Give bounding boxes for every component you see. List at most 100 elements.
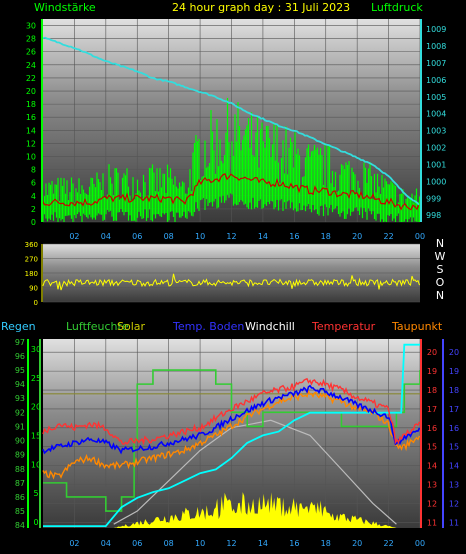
middle-tick-label: 360 xyxy=(25,241,38,249)
bottom-x-tick-label: 14 xyxy=(258,539,268,548)
humidity-tick-label: 88 xyxy=(15,465,25,474)
humidity-tick-label: 84 xyxy=(15,521,25,530)
temperature-tick-label: 18 xyxy=(427,386,437,395)
compass-letter: S xyxy=(437,263,444,276)
humidity-tick-label: 97 xyxy=(15,338,25,347)
legend-soil-temp: Temp. Boden xyxy=(172,320,244,333)
compass-letter: N xyxy=(436,237,444,250)
temperature-tick-label: 12 xyxy=(427,499,437,508)
compass-letter: O xyxy=(436,276,445,289)
bottom-x-tick-label: 16 xyxy=(289,539,299,548)
blue-axis-tick-label: 12 xyxy=(449,499,459,508)
humidity-tick-label: 96 xyxy=(15,352,25,361)
rain-tick-label: 0 xyxy=(33,518,38,527)
rain-tick-label: 20 xyxy=(31,403,41,412)
compass-letter: N xyxy=(436,289,444,302)
top-left-tick-label: 0 xyxy=(31,218,36,227)
humidity-tick-label: 93 xyxy=(15,394,25,403)
top-left-tick-label: 28 xyxy=(26,35,36,44)
top-right-tick-label: 1003 xyxy=(426,127,446,136)
top-x-tick-label: 06 xyxy=(132,232,142,241)
temperature-tick-label: 17 xyxy=(427,405,437,414)
right-axis-title-pressure: Luftdruck xyxy=(371,1,423,14)
blue-axis-tick-label: 15 xyxy=(449,443,459,452)
temperature-tick-label: 14 xyxy=(427,462,437,471)
top-left-tick-label: 18 xyxy=(26,100,36,109)
legend-temperature: Temperatur xyxy=(311,320,376,333)
middle-tick-label: 0 xyxy=(34,299,38,307)
rain-tick-label: 10 xyxy=(31,460,41,469)
bottom-x-tick-label: 22 xyxy=(383,539,393,548)
blue-axis-tick-label: 19 xyxy=(449,367,459,376)
chart-marks xyxy=(42,36,421,528)
top-x-tick-label: 12 xyxy=(226,232,236,241)
legend-dewpoint: Taupunkt xyxy=(391,320,443,333)
wind-direction-line xyxy=(42,273,420,291)
temperature-line xyxy=(42,377,421,446)
bottom-x-tick-label: 12 xyxy=(226,539,236,548)
blue-axis-tick-label: 14 xyxy=(449,462,459,471)
top-x-tick-label: 16 xyxy=(289,232,299,241)
top-x-tick-label: 14 xyxy=(258,232,268,241)
top-right-tick-label: 998 xyxy=(426,211,441,220)
middle-tick-label: 270 xyxy=(25,256,38,264)
wind-average-line xyxy=(42,172,420,211)
blue-axis-tick-label: 16 xyxy=(449,424,459,433)
humidity-tick-label: 90 xyxy=(15,437,25,446)
legend-windchill: Windchill xyxy=(245,320,295,333)
top-right-tick-label: 1005 xyxy=(426,93,446,102)
humidity-tick-label: 85 xyxy=(15,507,25,516)
top-left-tick-label: 16 xyxy=(26,113,36,122)
temperature-tick-label: 13 xyxy=(427,481,437,490)
humidity-tick-label: 87 xyxy=(15,479,25,488)
top-x-tick-label: 10 xyxy=(195,232,205,241)
legend-rain: Regen xyxy=(1,320,36,333)
top-left-tick-label: 26 xyxy=(26,48,36,57)
temperature-tick-label: 19 xyxy=(427,367,437,376)
bottom-x-tick-label: 18 xyxy=(321,539,331,548)
middle-tick-label: 90 xyxy=(29,285,38,293)
humidity-tick-label: 89 xyxy=(15,451,25,460)
top-left-tick-label: 2 xyxy=(31,205,36,214)
chart-title: 24 hour graph day : 31 Juli 2023 xyxy=(172,1,350,14)
middle-tick-label: 180 xyxy=(25,270,38,278)
bottom-x-tick-label: 20 xyxy=(352,539,362,548)
soil-temperature-line xyxy=(43,343,420,527)
blue-axis-tick-label: 18 xyxy=(449,386,459,395)
left-axis-title-wind: Windstärke xyxy=(34,1,96,14)
solar-max-curve xyxy=(113,419,397,525)
legend-humidity: Luftfeuchte xyxy=(66,320,129,333)
temperature-tick-label: 11 xyxy=(427,518,437,527)
humidity-tick-label: 95 xyxy=(15,366,25,375)
top-left-tick-label: 10 xyxy=(26,153,36,162)
top-left-tick-label: 12 xyxy=(26,139,36,148)
top-right-tick-label: 1004 xyxy=(426,110,446,119)
humidity-tick-label: 92 xyxy=(15,408,25,417)
top-x-tick-label: 20 xyxy=(352,232,362,241)
temperature-tick-label: 16 xyxy=(427,424,437,433)
rain-tick-label: 15 xyxy=(31,432,41,441)
humidity-tick-label: 91 xyxy=(15,422,25,431)
top-x-tick-label: 22 xyxy=(383,232,393,241)
top-left-tick-label: 20 xyxy=(26,87,36,96)
blue-axis-tick-label: 20 xyxy=(449,348,459,357)
bottom-x-tick-label: 00 xyxy=(415,539,425,548)
temperature-tick-label: 20 xyxy=(427,348,437,357)
blue-axis-tick-label: 13 xyxy=(449,481,459,490)
bottom-x-tick-label: 06 xyxy=(132,539,142,548)
top-right-tick-label: 1007 xyxy=(426,59,446,68)
pressure-line xyxy=(42,36,420,206)
humidity-tick-label: 94 xyxy=(15,380,25,389)
top-right-tick-label: 1000 xyxy=(426,177,446,186)
legend-solar: Solar xyxy=(117,320,146,333)
bottom-x-tick-label: 08 xyxy=(164,539,174,548)
top-left-tick-label: 14 xyxy=(26,126,36,135)
temperature-tick-label: 15 xyxy=(427,443,437,452)
top-right-tick-label: 1006 xyxy=(426,76,446,85)
top-left-tick-label: 8 xyxy=(31,166,36,175)
top-left-tick-label: 4 xyxy=(31,192,36,201)
rain-tick-label: 5 xyxy=(33,489,38,498)
top-right-tick-label: 999 xyxy=(426,194,441,203)
humidity-tick-label: 86 xyxy=(15,493,25,502)
